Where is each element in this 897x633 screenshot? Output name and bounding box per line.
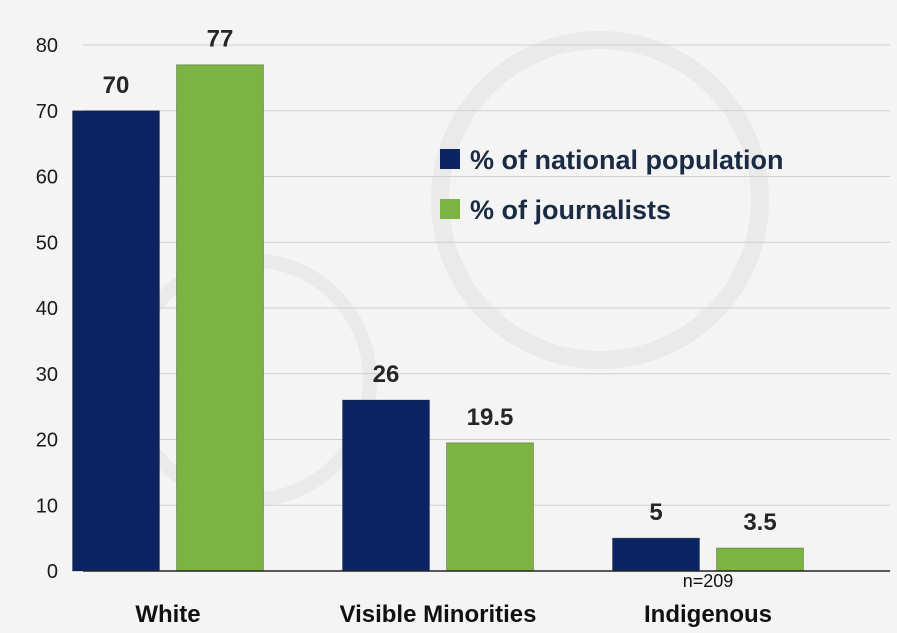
y-tick-label: 20 bbox=[36, 430, 58, 452]
data-label: 19.5 bbox=[467, 404, 514, 431]
legend-swatch bbox=[440, 199, 460, 219]
category-labels: White Visible Minorities Indigenous bbox=[135, 601, 772, 628]
bar-population bbox=[72, 110, 160, 572]
data-label: 77 bbox=[207, 26, 234, 53]
y-tick-label: 30 bbox=[36, 364, 58, 386]
data-label: 5 bbox=[649, 499, 662, 526]
sample-size-note: n=209 bbox=[683, 571, 734, 591]
y-tick-label: 10 bbox=[36, 495, 58, 517]
bar-journalists bbox=[176, 64, 264, 572]
data-label: 3.5 bbox=[743, 509, 776, 536]
y-tick-label: 0 bbox=[47, 561, 58, 583]
legend: % of national population % of journalists bbox=[440, 145, 783, 225]
category-label: White bbox=[135, 601, 200, 628]
y-tick-label: 50 bbox=[36, 232, 58, 254]
y-tick-label: 80 bbox=[36, 35, 58, 57]
bar-population bbox=[612, 537, 700, 572]
category-label: Visible Minorities bbox=[340, 601, 537, 628]
legend-label: % of journalists bbox=[470, 195, 671, 225]
bar-journalists bbox=[446, 442, 534, 572]
y-axis-ticks: 0 10 20 30 40 50 60 70 80 bbox=[36, 35, 58, 583]
data-labels: 70 77 26 19.5 5 3.5 bbox=[103, 26, 777, 536]
bars bbox=[72, 64, 804, 572]
data-label: 70 bbox=[103, 72, 130, 99]
y-tick-label: 70 bbox=[36, 101, 58, 123]
legend-label: % of national population bbox=[470, 145, 783, 175]
category-label: Indigenous bbox=[644, 601, 772, 628]
y-tick-label: 60 bbox=[36, 167, 58, 189]
y-tick-label: 40 bbox=[36, 298, 58, 320]
bar-journalists bbox=[716, 547, 804, 572]
bar-population bbox=[342, 399, 430, 572]
data-label: 26 bbox=[373, 361, 400, 388]
legend-swatch bbox=[440, 149, 460, 169]
